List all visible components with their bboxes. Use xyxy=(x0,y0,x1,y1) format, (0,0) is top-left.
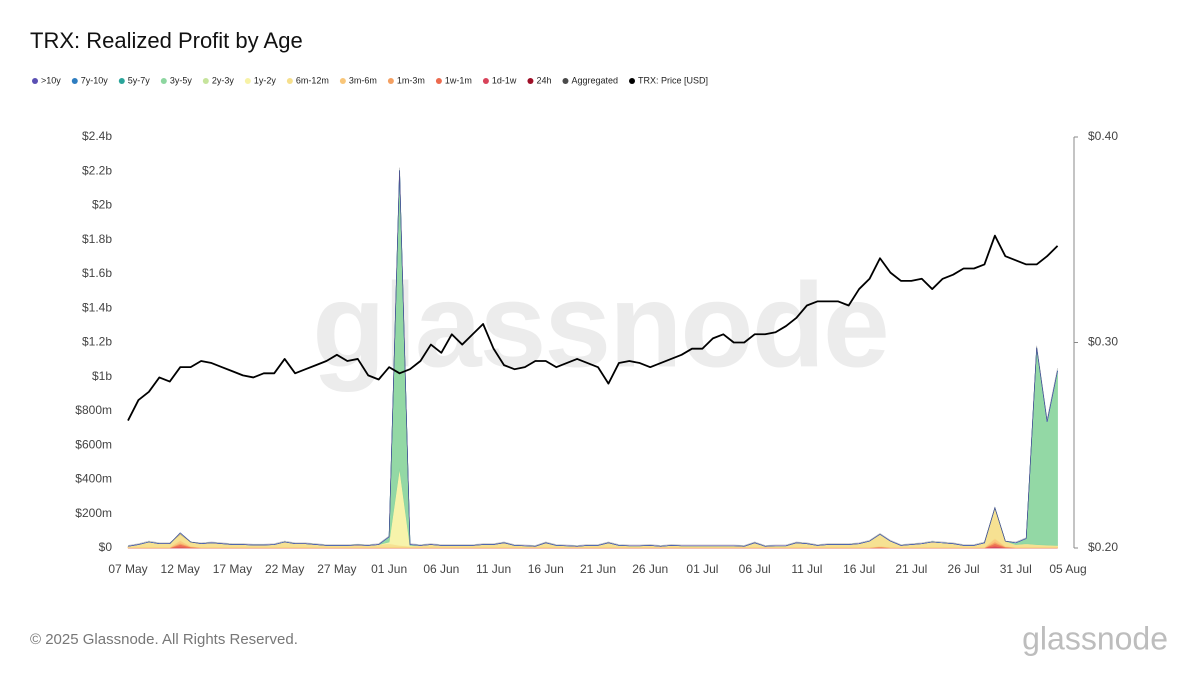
legend-label: 1y-2y xyxy=(254,75,277,85)
aggregated-line xyxy=(127,167,1058,546)
legend-label: >10y xyxy=(41,75,61,85)
x-tick-label: 01 Jul xyxy=(686,562,718,576)
areas xyxy=(127,170,1058,549)
price-line xyxy=(127,234,1059,421)
x-tick-label: 06 Jul xyxy=(739,562,771,576)
y-tick-label: $1.2b xyxy=(82,335,112,349)
legend-marker xyxy=(339,78,346,84)
legend-marker xyxy=(527,78,534,84)
x-tick-label: 07 May xyxy=(108,562,147,576)
legend-label: Aggregated xyxy=(571,75,618,85)
legend: >10y 7y-10y 5y-7y 3y-5y 2y-3y 1y-2y 6m-12m 3m-6… xyxy=(32,75,708,85)
x-tick-label: 21 Jul xyxy=(895,562,927,576)
legend-label: 1w-1m xyxy=(445,75,472,85)
y-tick-label: $200m xyxy=(75,506,112,520)
legend-label: 3y-5y xyxy=(170,75,193,85)
lines xyxy=(127,167,1059,546)
y-tick-label: $1.8b xyxy=(82,232,112,246)
legend-marker xyxy=(435,78,442,84)
y-tick-label: $2b xyxy=(92,198,112,212)
x-tick-label: 22 May xyxy=(265,562,304,576)
x-tick-label: 17 May xyxy=(213,562,252,576)
legend-marker xyxy=(244,78,251,84)
y-tick-label: $0 xyxy=(99,540,113,554)
y-tick-label: $2.2b xyxy=(82,163,112,177)
legend-marker xyxy=(32,78,38,84)
x-tick-label: 11 Jun xyxy=(476,562,511,576)
y-tick-label: $1.6b xyxy=(82,266,112,280)
legend-marker xyxy=(629,78,636,84)
x-tick-label: 06 Jun xyxy=(423,562,459,576)
copyright: © 2025 Glassnode. All Rights Reserved. xyxy=(30,631,298,648)
legend-marker xyxy=(562,78,569,84)
legend-label: 7y-10y xyxy=(81,75,109,85)
legend-marker xyxy=(387,78,394,84)
legend-label: 1m-3m xyxy=(397,75,425,85)
legend-marker xyxy=(286,78,293,84)
y-tick-label: $400m xyxy=(75,472,112,486)
x-tick-label: 05 Aug xyxy=(1049,562,1086,576)
x-tick-label: 16 Jun xyxy=(528,562,564,576)
legend-label: 1d-1w xyxy=(492,75,517,85)
legend-label: 24h xyxy=(536,75,551,85)
y2-tick-label: $0.40 xyxy=(1088,129,1118,143)
y-tick-label: $600m xyxy=(75,437,112,451)
x-tick-label: 12 May xyxy=(161,562,200,576)
legend-label: 2y-3y xyxy=(212,75,235,85)
legend-label: TRX: Price [USD] xyxy=(638,75,708,85)
legend-marker xyxy=(71,78,78,84)
x-tick-label: 11 Jul xyxy=(791,562,822,576)
logo: glassnode xyxy=(1022,620,1168,656)
y-tick-label: $1b xyxy=(92,369,112,383)
legend-marker xyxy=(118,78,125,84)
area xyxy=(127,468,1058,547)
x-tick-label: 27 May xyxy=(317,562,356,576)
legend-label: 5y-7y xyxy=(128,75,151,85)
y-tick-label: $800m xyxy=(75,403,112,417)
area xyxy=(127,506,1058,548)
x-tick-label: 01 Jun xyxy=(371,562,407,576)
legend-marker xyxy=(160,78,167,84)
area xyxy=(127,468,1058,547)
x-tick-label: 31 Jul xyxy=(1000,562,1032,576)
y2-tick-label: $0.20 xyxy=(1088,540,1118,554)
x-tick-label: 26 Jun xyxy=(632,562,668,576)
chart-title: TRX: Realized Profit by Age xyxy=(30,28,303,53)
x-tick-label: 16 Jul xyxy=(843,562,875,576)
y-tick-label: $2.4b xyxy=(82,129,112,143)
x-tick-label: 26 Jul xyxy=(948,562,980,576)
legend-label: 3m-6m xyxy=(349,75,377,85)
legend-marker xyxy=(482,78,489,84)
legend-marker xyxy=(202,78,209,84)
legend-label: 6m-12m xyxy=(296,75,329,85)
y-tick-label: $1.4b xyxy=(82,300,112,314)
y2-tick-label: $0.30 xyxy=(1088,335,1118,349)
x-tick-label: 21 Jun xyxy=(580,562,616,576)
